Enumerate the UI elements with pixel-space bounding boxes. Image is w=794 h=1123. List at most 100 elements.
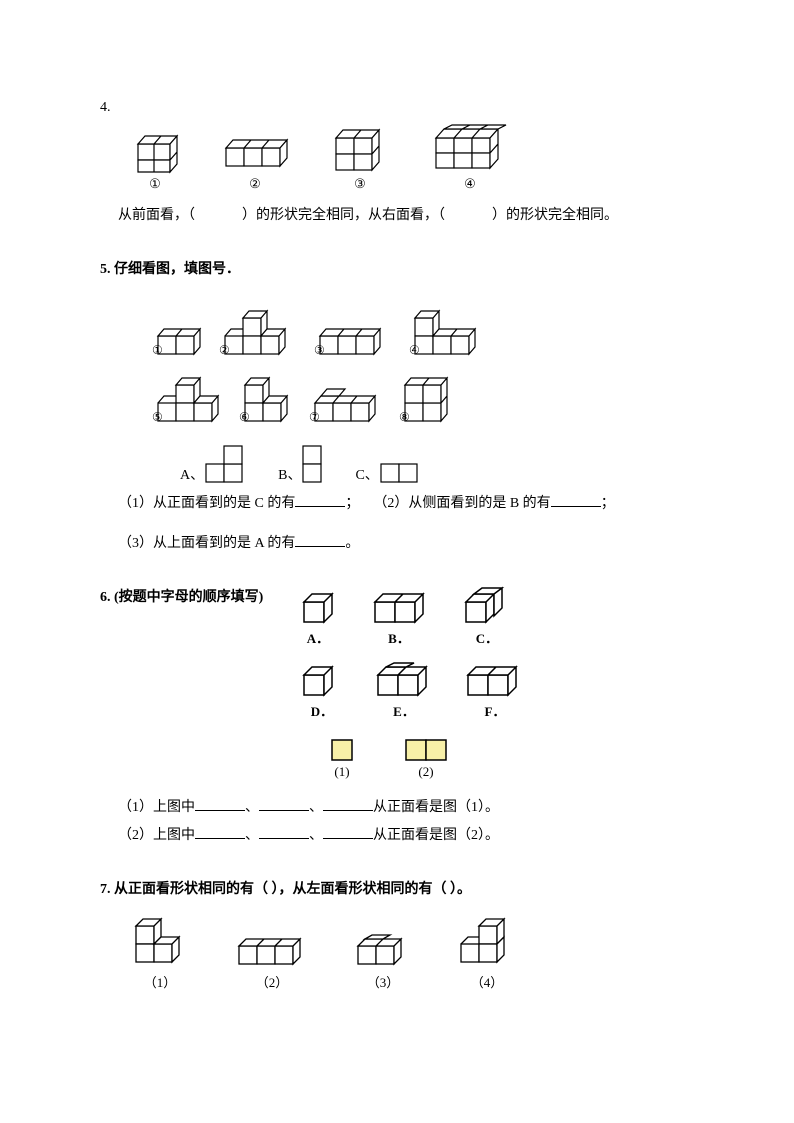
q5-opt-c-label: C、 xyxy=(355,464,378,484)
cube-icon xyxy=(464,661,526,699)
shape-a-icon xyxy=(204,444,248,484)
q5-opt-c: C、 xyxy=(355,462,420,484)
q6-ans-label-2: (2) xyxy=(418,764,433,780)
q5-opt-a-label: A、 xyxy=(180,464,204,484)
question-6: 6. (按题中字母的顺序填写) A． B． C． xyxy=(100,586,694,850)
q6-sub2a: （2）上图中 xyxy=(118,828,195,843)
question-7: 7. 从正面看形状相同的有（ ），从左面看形状相同的有（ ）。 （1） （2） xyxy=(100,878,694,991)
blank[interactable] xyxy=(195,825,245,839)
cube-icon xyxy=(430,124,510,174)
q5-row1-icon: ① ② ③ xyxy=(150,296,510,366)
sep: 、 xyxy=(309,828,323,843)
q7-label-2: （2） xyxy=(256,972,289,991)
q6-B: B． xyxy=(371,590,427,647)
svg-text:⑦: ⑦ xyxy=(309,410,320,424)
q5-sub3a: （3）从上面看到的是 A 的有 xyxy=(118,536,295,551)
cube-icon xyxy=(330,126,390,174)
cube-icon xyxy=(300,590,336,626)
q5-sub1b: ； xyxy=(345,496,359,511)
cube-icon xyxy=(371,590,427,626)
q7-title: 从正面看形状相同的有（ ），从左面看形状相同的有（ ）。 xyxy=(114,882,471,897)
q6-title: (按题中字母的顺序填写) xyxy=(114,590,263,605)
cube-icon xyxy=(462,586,512,626)
blank[interactable] xyxy=(323,797,373,811)
q4-text: 从前面看，（ ）的形状完全相同，从右面看，（ ）的形状完全相同。 xyxy=(100,202,694,230)
q7-number: 7. xyxy=(100,882,111,897)
q6-diagram: A． B． C． D． E． xyxy=(300,586,526,780)
q6-sub2: （2）上图中、、从正面看是图（2）。 xyxy=(100,822,694,850)
svg-text:④: ④ xyxy=(409,343,420,357)
cube-icon xyxy=(300,661,344,699)
q4-cubes-row: ① ② ③ xyxy=(130,124,694,192)
q6-label-e: E． xyxy=(393,701,415,720)
blank[interactable] xyxy=(323,825,373,839)
q5-number: 5. xyxy=(100,262,111,277)
sep: 、 xyxy=(245,828,259,843)
cube-icon xyxy=(374,661,434,699)
q6-E: E． xyxy=(374,661,434,720)
q6-label-c: C． xyxy=(476,628,498,647)
q4-label-2: ② xyxy=(249,176,261,192)
q6-label-d: D． xyxy=(311,701,333,720)
shape-b-icon xyxy=(301,444,325,484)
blank[interactable] xyxy=(195,797,245,811)
q5-sub1-2: （1）从正面看到的是 C 的有； （2）从侧面看到的是 B 的有； xyxy=(100,490,694,518)
q5-options: A、 B、 C、 xyxy=(180,444,694,484)
blank[interactable] xyxy=(295,533,345,547)
svg-text:③: ③ xyxy=(314,343,325,357)
question-4: 4. ① ② xyxy=(100,100,694,230)
q6-ans-1: (1) xyxy=(330,738,354,780)
q7-label-4: （4） xyxy=(471,972,504,991)
q6-D: D． xyxy=(300,661,344,720)
q5-opt-b-label: B、 xyxy=(278,464,301,484)
cube-icon xyxy=(220,134,290,174)
cube-icon xyxy=(130,126,180,174)
svg-text:②: ② xyxy=(219,343,230,357)
svg-text:⑤: ⑤ xyxy=(152,410,163,424)
cube-icon xyxy=(130,916,190,970)
q7-cube-1: （1） xyxy=(130,916,190,991)
q6-C: C． xyxy=(462,586,512,647)
q6-ans-2: (2) xyxy=(404,738,448,780)
svg-text:⑧: ⑧ xyxy=(399,410,410,424)
q7-cube-3: （3） xyxy=(354,934,412,991)
rect-icon xyxy=(404,738,448,762)
q5-row2-icon: ⑤ ⑥ ⑦ xyxy=(150,371,510,431)
q4-cube-4: ④ xyxy=(430,124,510,192)
q7-label-3: （3） xyxy=(367,972,400,991)
q5-diagram: ① ② ③ xyxy=(150,296,694,484)
q4-label-4: ④ xyxy=(464,176,476,192)
q6-ans-label-1: (1) xyxy=(334,764,349,780)
q5-sub2a: （2）从侧面看到的是 B 的有 xyxy=(373,496,550,511)
q4-text-after: ）的形状完全相同。 xyxy=(492,208,618,223)
cube-icon xyxy=(354,934,412,970)
cube-icon xyxy=(235,934,309,970)
q7-label-1: （1） xyxy=(144,972,177,991)
blank[interactable] xyxy=(295,493,345,507)
q6-sub1a: （1）上图中 xyxy=(118,800,195,815)
sep: 、 xyxy=(309,800,323,815)
q5-sub3: （3）从上面看到的是 A 的有。 xyxy=(100,530,694,558)
square-icon xyxy=(330,738,354,762)
q7-cubes-row: （1） （2） （3） （4） xyxy=(130,916,694,991)
q5-opt-b: B、 xyxy=(278,444,325,484)
q6-label-b: B． xyxy=(388,628,410,647)
blank[interactable] xyxy=(259,825,309,839)
q6-sub1: （1）上图中、、从正面看是图（1）。 xyxy=(100,794,694,822)
q4-text-before: 从前面看，（ xyxy=(118,208,195,223)
q5-opt-a: A、 xyxy=(180,444,248,484)
q7-cube-4: （4） xyxy=(457,916,517,991)
q4-cube-2: ② xyxy=(220,134,290,192)
q6-number: 6. xyxy=(100,590,111,605)
blank[interactable] xyxy=(259,797,309,811)
blank[interactable] xyxy=(551,493,601,507)
svg-text:①: ① xyxy=(152,343,163,357)
question-5: 5. 仔细看图，填图号． ① ② xyxy=(100,258,694,558)
q4-cube-1: ① xyxy=(130,126,180,192)
svg-text:⑥: ⑥ xyxy=(239,410,250,424)
q6-answer-shapes: (1) (2) xyxy=(330,738,526,780)
q7-cube-2: （2） xyxy=(235,934,309,991)
q4-text-mid: ）的形状完全相同，从右面看，（ xyxy=(242,208,445,223)
q5-title: 仔细看图，填图号． xyxy=(114,262,240,277)
cube-icon xyxy=(457,916,517,970)
